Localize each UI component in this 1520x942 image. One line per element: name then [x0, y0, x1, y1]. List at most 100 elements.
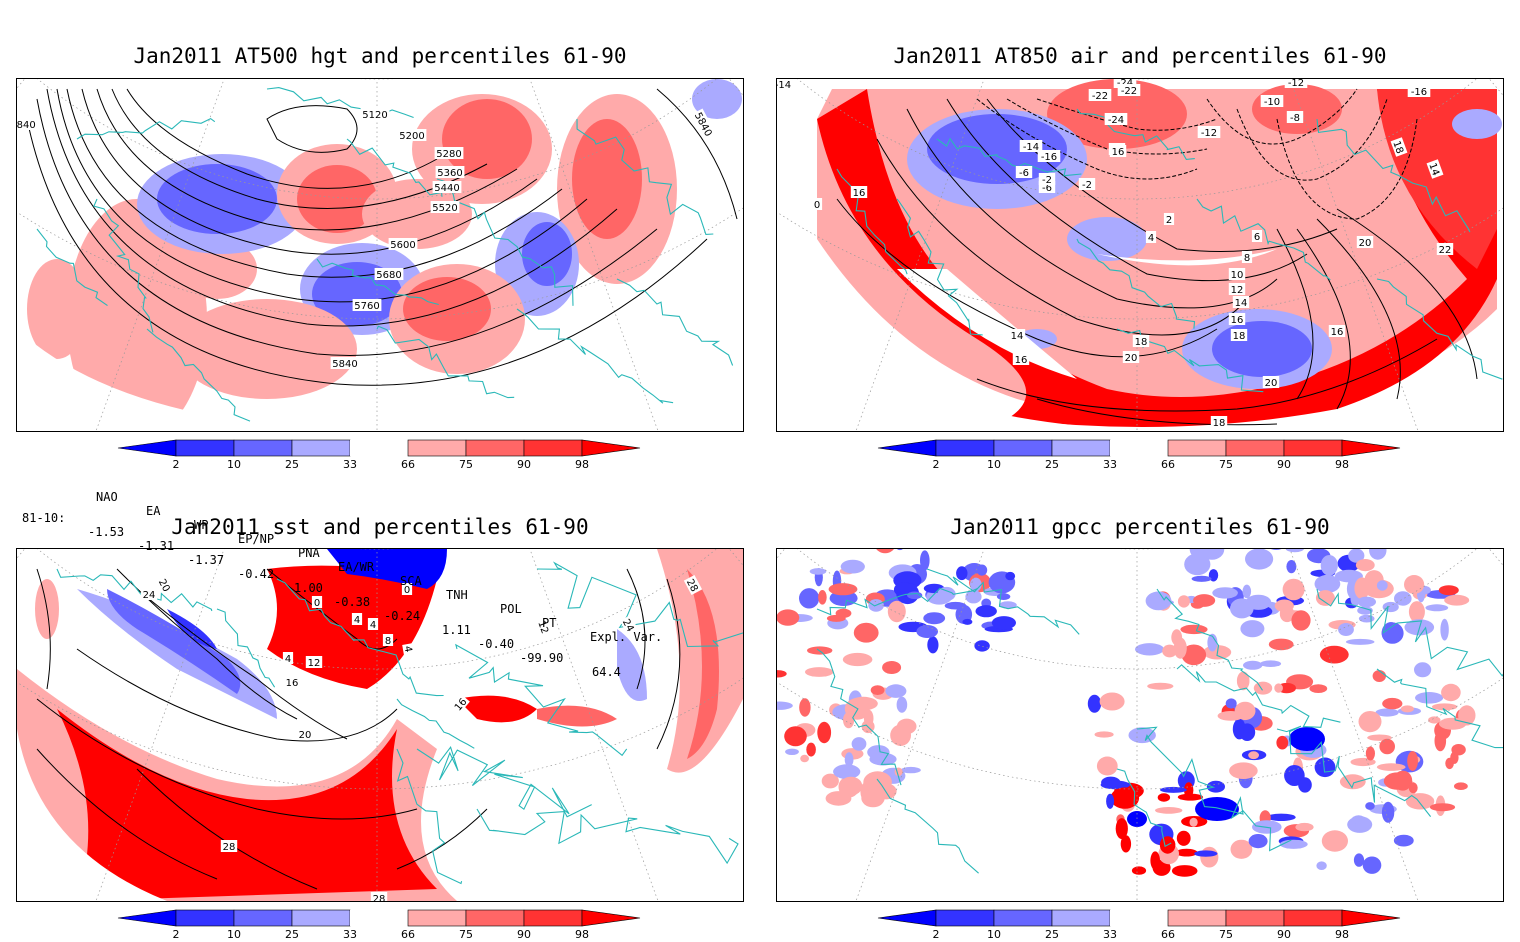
precip-anomaly — [1320, 646, 1349, 664]
coastline — [417, 747, 592, 817]
colorbar-tick-label: 66 — [1161, 928, 1175, 941]
svg-text:16: 16 — [853, 188, 866, 199]
precip-anomaly — [829, 583, 858, 595]
colorbar-tick-label: 33 — [1103, 928, 1117, 941]
precip-anomaly — [1276, 736, 1288, 750]
svg-text:-12: -12 — [1201, 128, 1217, 139]
anomaly-shading — [1252, 84, 1342, 134]
svg-text:-10: -10 — [1264, 97, 1280, 108]
index-value: -1.31 — [138, 539, 174, 553]
colorbar-tick-label: 90 — [517, 928, 531, 941]
contour-label: 5600 — [389, 238, 418, 251]
contour-label: 24 — [141, 588, 157, 601]
index-header: PNA — [298, 546, 320, 560]
precip-anomaly — [882, 661, 901, 674]
precip-anomaly — [1248, 751, 1259, 759]
precip-anomaly — [1243, 661, 1262, 670]
index-header: EA/WR — [338, 560, 374, 574]
colorbar-swatch — [1052, 440, 1110, 456]
contour-label: 16 — [1013, 353, 1029, 366]
contour-label: 18 — [1133, 335, 1149, 348]
colorbar-swatch — [408, 910, 466, 926]
precip-anomaly — [997, 593, 1010, 600]
contour-label: 12 — [1229, 283, 1245, 296]
precip-anomaly — [1359, 711, 1382, 732]
precip-anomaly — [1190, 818, 1198, 827]
precip-anomaly — [1377, 763, 1406, 771]
precip-anomaly — [1440, 619, 1448, 641]
index-row-label: 81-10: — [22, 511, 65, 525]
precip-anomaly — [1178, 595, 1190, 607]
precip-anomaly — [992, 616, 1016, 629]
precip-anomaly — [1005, 572, 1015, 580]
precip-anomaly — [1352, 815, 1366, 824]
svg-text:-22: -22 — [1121, 86, 1137, 97]
colorbar-tick-label: 25 — [1045, 928, 1059, 941]
precip-anomaly — [1106, 794, 1114, 809]
svg-text:-2: -2 — [1042, 175, 1052, 186]
precip-anomaly — [1274, 683, 1283, 692]
svg-text:20: 20 — [299, 730, 312, 741]
svg-text:16: 16 — [1331, 327, 1344, 338]
contour-label: -24 — [1105, 113, 1128, 126]
contour-label: 22 — [1437, 243, 1453, 256]
colorbar-swatch — [1226, 440, 1284, 456]
precip-anomaly — [1366, 747, 1375, 761]
precip-anomaly — [875, 549, 895, 553]
contour-label: 0 — [812, 198, 822, 211]
precip-anomaly — [1097, 757, 1118, 776]
precip-anomaly — [923, 612, 945, 624]
colorbar-tick-label: 66 — [401, 928, 415, 941]
precip-anomaly — [1249, 834, 1268, 848]
colorbar-swatch — [466, 440, 524, 456]
svg-text:-6: -6 — [1019, 168, 1029, 179]
precip-anomaly — [863, 771, 892, 793]
svg-text:5440: 5440 — [434, 183, 459, 194]
precip-anomaly — [849, 697, 878, 711]
index-header: TNH — [446, 588, 468, 602]
contour-label: 16 — [1329, 325, 1345, 338]
contour-label: 5200 — [398, 129, 427, 142]
precip-anomaly — [1100, 693, 1125, 711]
precip-anomaly — [1237, 672, 1250, 691]
svg-text:8: 8 — [385, 636, 391, 647]
precip-anomaly — [945, 602, 967, 610]
contour-label: -12 — [1198, 126, 1221, 139]
precip-anomaly — [1316, 861, 1326, 870]
svg-text:4: 4 — [370, 620, 376, 631]
precip-anomaly — [843, 653, 873, 666]
index-value: 1.00 — [294, 581, 323, 595]
svg-text:5760: 5760 — [354, 301, 379, 312]
precip-anomaly — [927, 636, 938, 653]
colorbar-swatch — [1110, 910, 1168, 926]
contour-label: 4 — [283, 652, 293, 665]
svg-text:10: 10 — [1231, 270, 1244, 281]
svg-text:2: 2 — [1166, 215, 1172, 226]
contour-label: 5120 — [361, 108, 390, 121]
precip-anomaly — [784, 726, 807, 746]
svg-text:12: 12 — [1231, 285, 1244, 296]
colorbar-swatch — [408, 440, 466, 456]
anomaly-shading — [1067, 217, 1147, 261]
svg-text:14: 14 — [1235, 298, 1248, 309]
precip-anomaly — [1404, 575, 1424, 594]
svg-text:20: 20 — [1359, 238, 1372, 249]
colorbar-tick-label: 90 — [517, 458, 531, 471]
index-value-row: 81-10: -1.53 -1.31 -1.37 -0.42 1.00 -0.3… — [22, 497, 51, 693]
index-value: -99.90 — [520, 651, 563, 665]
colorbar-tick-label: 66 — [401, 458, 415, 471]
precip-anomaly — [1245, 549, 1273, 570]
precip-anomaly — [888, 601, 906, 622]
precip-anomaly — [1135, 643, 1164, 655]
colorbar-swatch — [176, 910, 234, 926]
colorbar-swatch — [1284, 440, 1342, 456]
colorbar-tick-label: 75 — [1219, 458, 1233, 471]
svg-text:5360: 5360 — [437, 168, 462, 179]
contour-label: -16 — [1038, 150, 1061, 163]
precip-anomaly — [1212, 587, 1238, 598]
svg-text:5280: 5280 — [436, 149, 461, 160]
colorbar-swatch — [234, 910, 292, 926]
index-header: EA — [146, 504, 160, 518]
precip-anomaly — [1354, 853, 1364, 866]
